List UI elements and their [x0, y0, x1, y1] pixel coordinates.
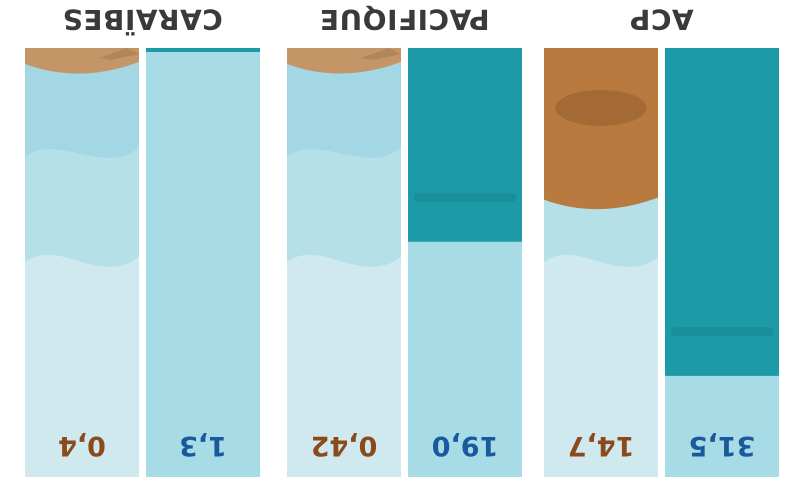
water-column-bg: [146, 48, 260, 477]
bar-acp-main: [665, 48, 779, 380]
sand-shadow: [555, 89, 647, 126]
region-group-acp: 31,5 14,7 ACP: [544, 3, 779, 477]
value-label-pacifique-secondary: 0,42: [311, 430, 378, 461]
value-label-acp-secondary: 14,7: [568, 430, 635, 461]
water-surface-waves: [408, 241, 522, 258]
region-group-pacifique: 19,0 0,42 PACIFIQUE: [287, 3, 522, 477]
sand-stripe: [361, 48, 401, 60]
bar-pacifique-main: [408, 48, 522, 246]
value-label-pacifique-main: 19,0: [432, 430, 499, 461]
water-swell: [25, 48, 139, 158]
region-group-caraïbes: 1,3 0,4 CARAÏBES: [25, 3, 260, 477]
region-title-acp: ACP: [629, 3, 693, 36]
value-label-caraïbes-main: 1,3: [179, 430, 227, 461]
bar-acp-secondary: [544, 48, 658, 210]
water-surface-waves: [665, 375, 779, 392]
region-title-caraïbes: CARAÏBES: [62, 3, 223, 37]
depth-stripe: [671, 326, 773, 336]
value-label-caraïbes-secondary: 0,4: [58, 430, 106, 461]
water-swell: [287, 48, 401, 158]
value-label-acp-main: 31,5: [689, 430, 756, 461]
water-surface-waves: [146, 51, 260, 69]
sand-stripe: [99, 48, 139, 60]
chart-groups: 31,5 14,7 ACP 19,0 0,42 PACIFIQUE 1,3 0,4 CARAÏB…: [25, 3, 779, 477]
depth-stripe: [414, 192, 516, 202]
region-title-pacifique: PACIFIQUE: [319, 3, 489, 36]
